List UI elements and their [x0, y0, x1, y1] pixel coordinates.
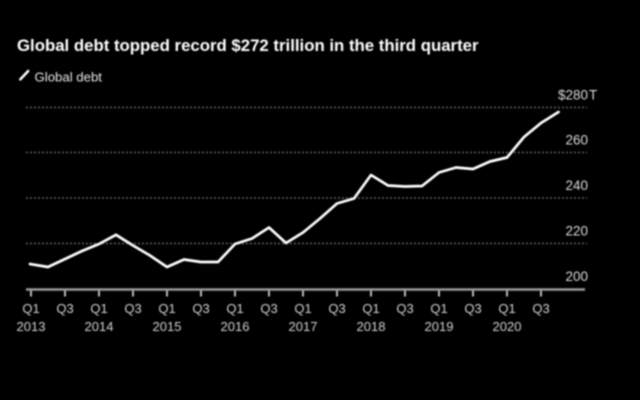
svg-text:2016: 2016: [221, 319, 250, 334]
svg-text:Q1: Q1: [294, 301, 311, 316]
svg-text:Q1: Q1: [430, 301, 447, 316]
svg-text:260: 260: [565, 133, 588, 148]
svg-text:Q3: Q3: [260, 301, 277, 316]
svg-text:Q1: Q1: [90, 301, 107, 316]
svg-text:Q1: Q1: [362, 301, 379, 316]
svg-text:2018: 2018: [357, 319, 386, 334]
svg-text:2014: 2014: [85, 319, 114, 334]
svg-text:240: 240: [565, 178, 588, 193]
svg-text:Global debt topped record $272: Global debt topped record $272 trillion …: [17, 36, 479, 55]
svg-text:200: 200: [565, 269, 588, 284]
svg-text:Q3: Q3: [532, 301, 549, 316]
svg-text:Q3: Q3: [396, 301, 413, 316]
svg-text:Q3: Q3: [124, 301, 141, 316]
svg-text:2020: 2020: [493, 319, 522, 334]
svg-text:Q1: Q1: [158, 301, 175, 316]
svg-text:$280: $280: [558, 88, 588, 103]
svg-text:2017: 2017: [289, 319, 318, 334]
svg-text:Q3: Q3: [328, 301, 345, 316]
svg-text:2013: 2013: [17, 319, 46, 334]
svg-text:Q3: Q3: [464, 301, 481, 316]
svg-text:220: 220: [565, 224, 588, 239]
svg-text:Q1: Q1: [498, 301, 515, 316]
svg-text:Q3: Q3: [56, 301, 73, 316]
svg-text:Global debt: Global debt: [35, 70, 103, 85]
svg-text:2015: 2015: [153, 319, 182, 334]
svg-text:T: T: [589, 88, 597, 103]
svg-text:2019: 2019: [425, 319, 454, 334]
svg-text:Q1: Q1: [22, 301, 39, 316]
svg-text:Q3: Q3: [192, 301, 209, 316]
svg-text:Q1: Q1: [226, 301, 243, 316]
